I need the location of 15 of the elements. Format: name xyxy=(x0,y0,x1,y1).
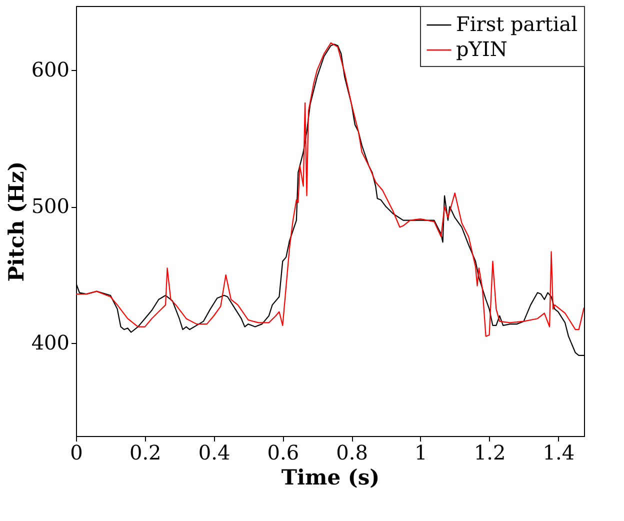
x-tick-label: 0.4 xyxy=(198,440,230,464)
y-tick-label: 500 xyxy=(31,194,70,218)
x-tick-label: 0.8 xyxy=(336,440,368,464)
x-tick-label: 1.2 xyxy=(474,440,506,464)
x-tick-label: 0 xyxy=(70,440,83,464)
y-tick-label: 600 xyxy=(31,58,70,82)
x-tick-label: 0.2 xyxy=(129,440,162,464)
x-tick-label: 1.4 xyxy=(542,440,575,464)
legend-label: pYIN xyxy=(456,37,508,61)
y-axis-title: Pitch (Hz) xyxy=(3,161,28,282)
x-tick-label: 1 xyxy=(414,440,428,464)
legend-label: First partial xyxy=(456,12,578,36)
y-tick-label: 400 xyxy=(31,330,70,355)
x-axis-title: Time (s) xyxy=(281,464,380,490)
x-tick-label: 0.6 xyxy=(267,440,300,464)
